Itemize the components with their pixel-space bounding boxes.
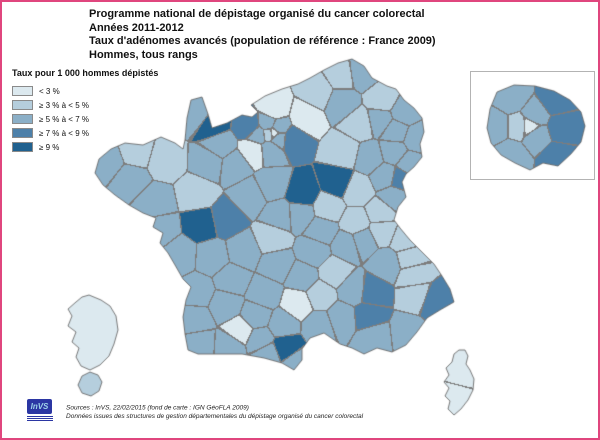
source-note: Sources : InVS, 22/02/2015 (fond de cart… <box>66 405 363 421</box>
invs-logo-textlines <box>27 416 53 421</box>
source-line-1: Sources : InVS, 22/02/2015 (fond de cart… <box>66 405 249 412</box>
legend-swatch <box>12 128 33 138</box>
legend-item: < 3 % <box>12 84 158 98</box>
legend-title: Taux pour 1 000 hommes dépistés <box>12 68 159 78</box>
legend-item: ≥ 9 % <box>12 140 158 154</box>
legend-swatch <box>12 86 33 96</box>
title-line-1: Programme national de dépistage organisé… <box>89 8 425 20</box>
legend-swatch <box>12 100 33 110</box>
invs-logo: InVS <box>27 399 53 421</box>
legend-label: ≥ 3 % à < 5 % <box>39 100 89 110</box>
legend-label: < 3 % <box>39 86 60 96</box>
legend-item: ≥ 7 % à < 9 % <box>12 126 158 140</box>
legend: Taux pour 1 000 hommes dépistés < 3 % ≥ … <box>12 68 158 154</box>
legend-label: ≥ 7 % à < 9 % <box>39 128 89 138</box>
map-title: Programme national de dépistage organisé… <box>89 8 436 62</box>
idf-inset-box <box>470 71 595 180</box>
legend-label: ≥ 5 % à < 7 % <box>39 114 89 124</box>
title-line-3: Taux d'adénomes avancés (population de r… <box>89 35 436 47</box>
legend-label: ≥ 9 % <box>39 142 60 152</box>
legend-swatch <box>12 142 33 152</box>
invs-logo-flag: InVS <box>27 399 52 414</box>
title-line-4: Hommes, tous rangs <box>89 48 198 61</box>
legend-item: ≥ 5 % à < 7 % <box>12 112 158 126</box>
source-line-2: Données issues des structures de gestion… <box>66 412 364 420</box>
legend-item: ≥ 3 % à < 5 % <box>12 98 158 112</box>
legend-swatch <box>12 114 33 124</box>
title-line-2: Années 2011-2012 <box>89 21 184 34</box>
